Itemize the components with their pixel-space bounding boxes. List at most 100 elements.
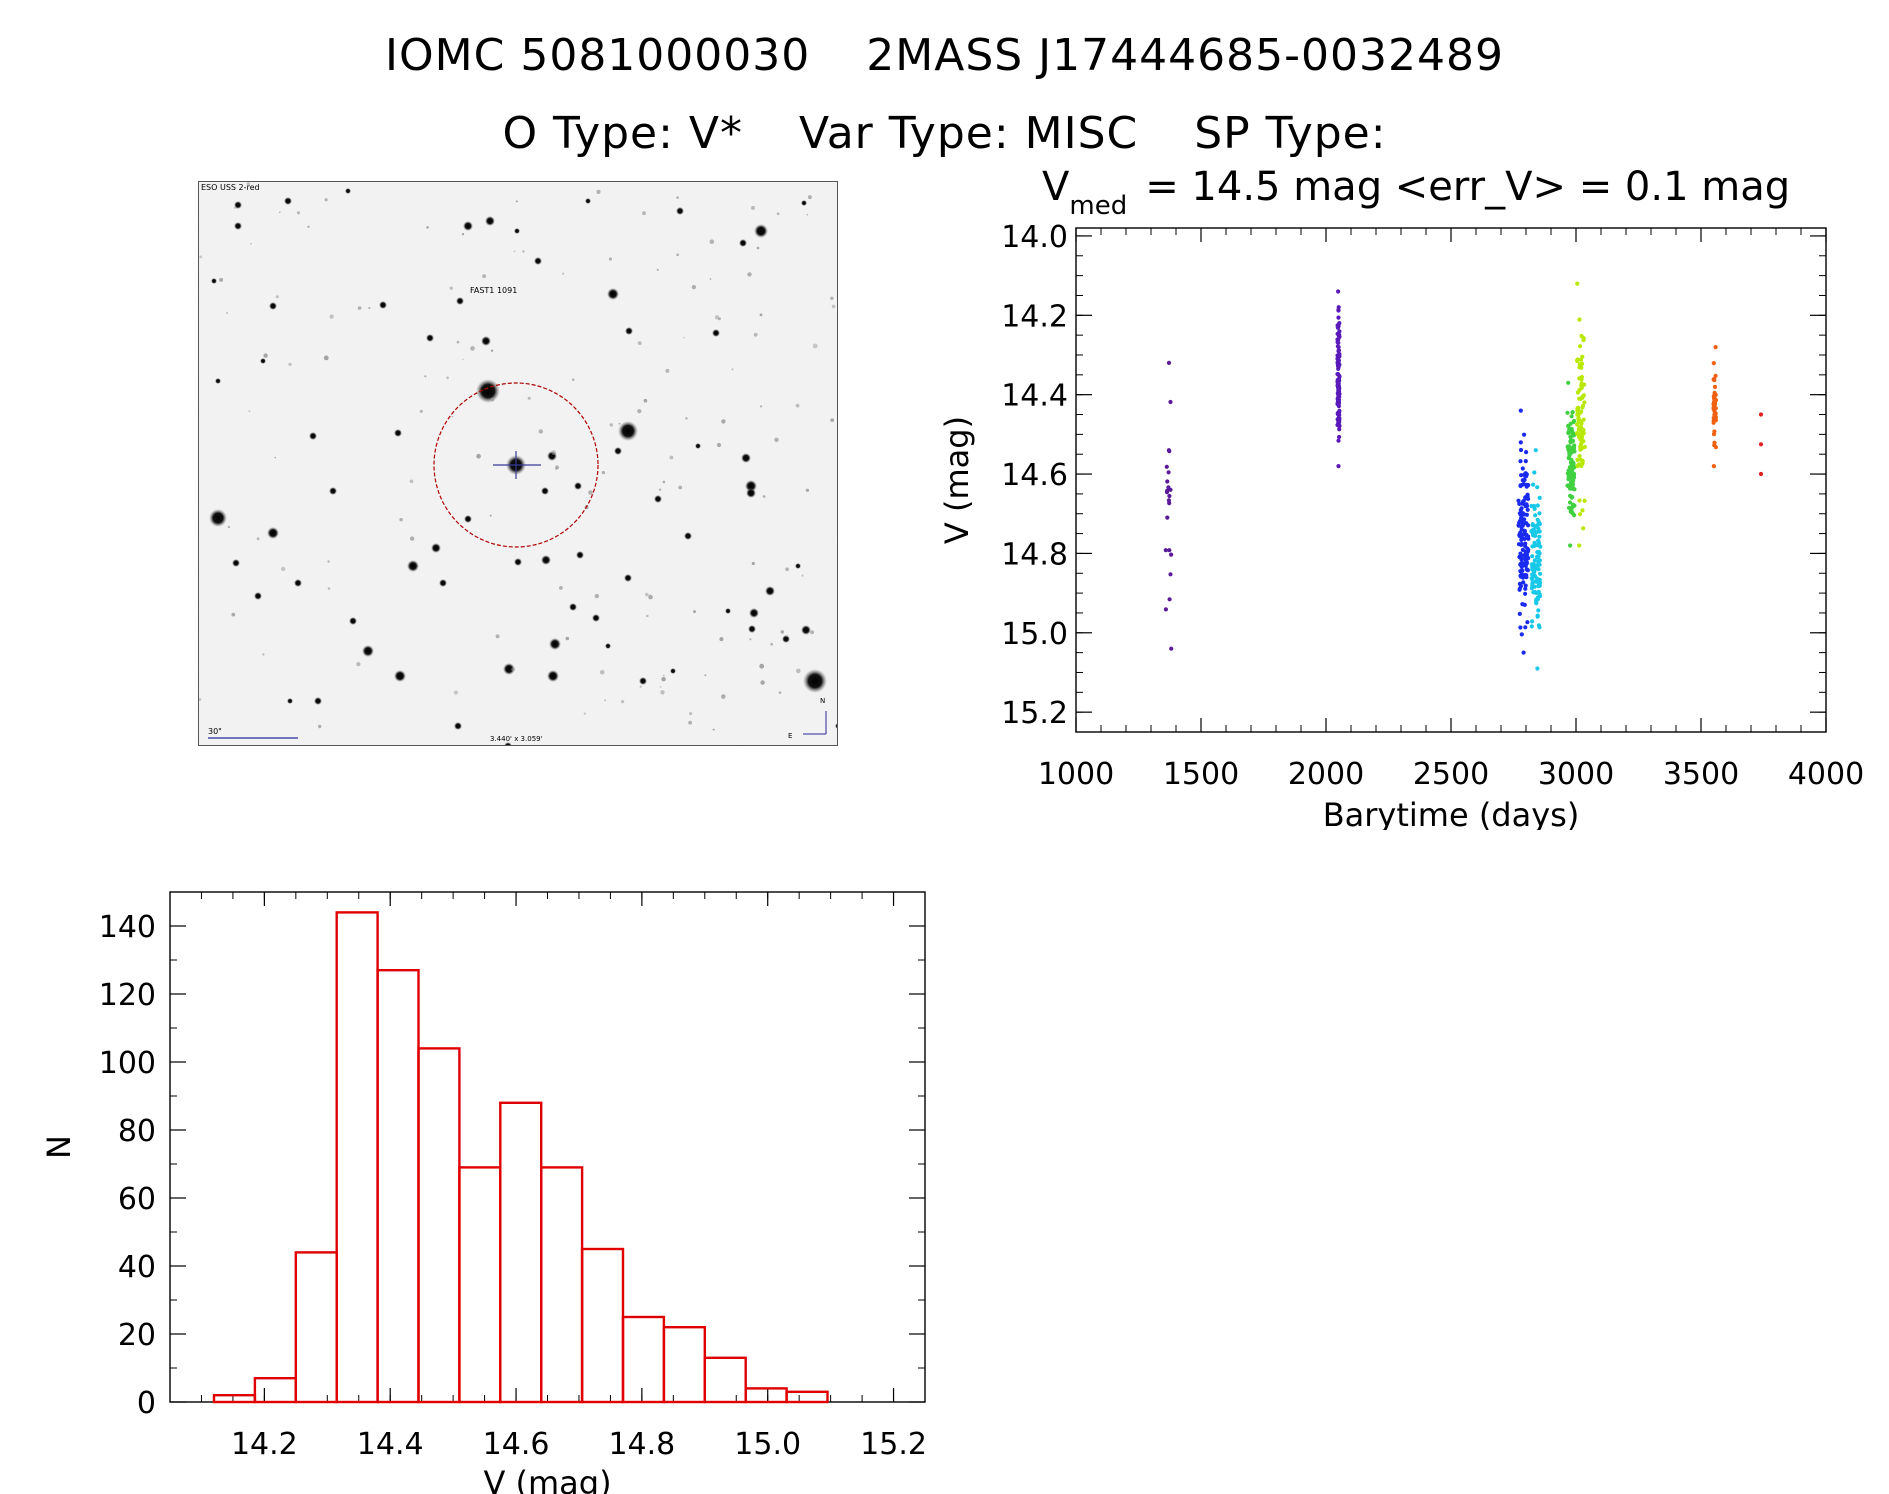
lc-point [1522, 536, 1527, 541]
faint-star [449, 286, 453, 290]
faint-star [642, 211, 646, 216]
faint-star [608, 257, 612, 261]
star [234, 201, 242, 209]
lc-point [1537, 594, 1543, 599]
lc-point [1525, 548, 1530, 553]
lc-point [1570, 439, 1575, 444]
star [585, 198, 591, 204]
faint-star [226, 312, 229, 315]
faint-star [714, 315, 720, 320]
lc-point [1336, 438, 1341, 443]
star [801, 200, 807, 206]
faint-star [329, 314, 334, 319]
lc-point [1525, 567, 1530, 572]
hist-bar [294, 1251, 338, 1404]
hist-bar [253, 1377, 297, 1404]
faint-star [248, 410, 251, 413]
lc-point [1519, 632, 1524, 637]
lc-point [1520, 568, 1525, 573]
star [309, 432, 317, 440]
faint-star [327, 560, 330, 563]
lc-point [1712, 384, 1718, 389]
faint-star [774, 437, 779, 442]
lc-point [1522, 432, 1527, 437]
hist-y-tick-label: 120 [99, 978, 156, 1013]
hist-bars [212, 911, 829, 1404]
star [534, 257, 542, 265]
light-curve-chart: Vmed = 14.5 mag <err_V> = 0.1 mag 1000 150… [938, 170, 1864, 830]
lc-point [1169, 552, 1174, 557]
faint-star [796, 668, 801, 674]
faint-star [511, 667, 515, 672]
faint-star [662, 480, 666, 484]
hist-x-tick-label: 15.2 [860, 1427, 927, 1462]
star [541, 555, 551, 565]
lc-point [1164, 464, 1169, 469]
north-label: N [820, 697, 825, 705]
hist-bar [212, 1394, 257, 1404]
lc-point [1535, 543, 1540, 548]
lc-point [1575, 457, 1580, 462]
star [670, 668, 676, 674]
lc-point [1530, 565, 1535, 570]
faint-star [716, 442, 722, 448]
faint-star [461, 233, 465, 236]
lc-point [1524, 450, 1529, 455]
lc-point [1518, 625, 1523, 630]
lc-point [1575, 390, 1580, 395]
star [260, 358, 266, 364]
faint-star [648, 594, 653, 600]
faint-star [810, 630, 814, 635]
star [349, 617, 357, 625]
star [803, 669, 827, 693]
star [267, 527, 279, 539]
star [284, 197, 292, 205]
east-label: E [788, 732, 792, 740]
lc-point [1522, 517, 1527, 522]
lc-point [1168, 572, 1173, 577]
faint-star [719, 637, 724, 642]
lc-point [1531, 533, 1536, 538]
lc-point [1535, 597, 1540, 602]
faint-star [263, 353, 268, 358]
lc-point [1518, 483, 1523, 489]
faint-star [762, 495, 766, 498]
lc-point [1166, 360, 1172, 365]
lc-point [1758, 412, 1764, 417]
lc-point [1523, 504, 1528, 509]
hist-plot-frame [169, 891, 926, 1403]
lc-point [1537, 521, 1542, 526]
lc-point [1532, 540, 1537, 545]
lc-point [1335, 379, 1340, 385]
faint-star [604, 699, 606, 702]
hist-x-tick-label: 15.0 [734, 1427, 801, 1462]
lc-point [1523, 591, 1528, 596]
lc-point [1165, 488, 1170, 493]
faint-star [462, 358, 464, 361]
lc-y-tick-label: 15.2 [1001, 696, 1068, 731]
lc-point [1581, 526, 1586, 531]
lc-point [1536, 623, 1541, 628]
hist-bar [335, 911, 379, 1404]
hist-axes: 14.2 14.4 14.6 14.8 15.0 15.2 0 20 40 60 80 100 120 1… [99, 891, 927, 1462]
lc-point [1520, 547, 1525, 552]
faint-star [785, 567, 789, 571]
lc-point [1711, 432, 1717, 437]
faint-star [721, 419, 726, 424]
lc-point [1336, 345, 1341, 350]
lc-point [1572, 513, 1577, 518]
lc-point [1521, 580, 1526, 585]
faint-star [453, 690, 458, 695]
star [618, 421, 638, 441]
lc-point [1758, 442, 1764, 447]
hist-bar [621, 1315, 666, 1404]
lc-point [1535, 485, 1540, 490]
iomc-id: IOMC 5081000030 [385, 30, 811, 81]
lc-point [1335, 396, 1340, 401]
hist-x-tick-label: 14.2 [231, 1427, 298, 1462]
faint-star [551, 450, 557, 455]
star [464, 515, 472, 523]
page-title-ids: IOMC 5081000030 2MASS J17444685-0032489 [0, 30, 1889, 81]
faint-star [688, 720, 692, 725]
lc-x-axis-label: Barytime (days) [1323, 796, 1580, 830]
